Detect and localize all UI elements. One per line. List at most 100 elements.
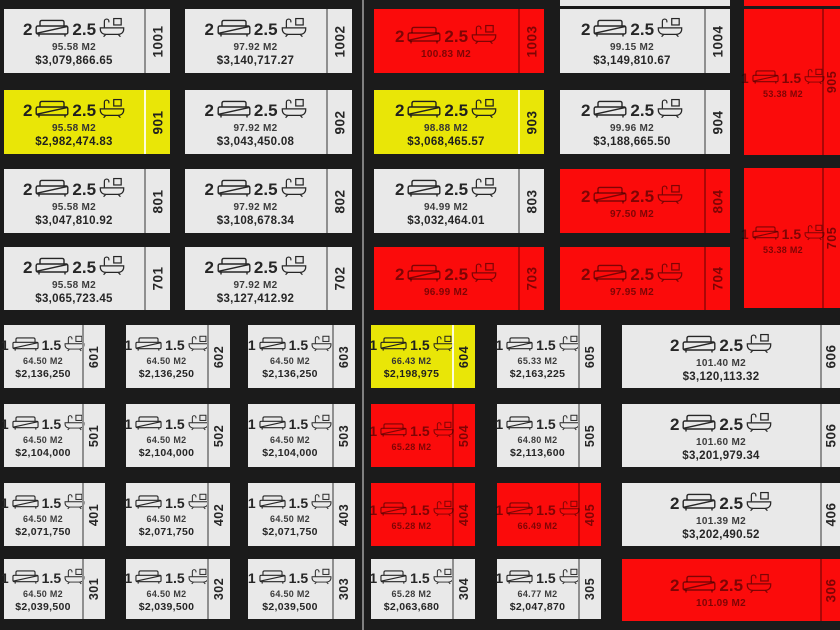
unit-cell-705[interactable]: 1 1.5 53.38 M2 705 (741, 168, 840, 308)
bedrooms-count: 1 (247, 495, 256, 511)
unit-area: 65.28 M2 (391, 521, 432, 531)
unit-cell-604[interactable]: 1 1.5 66.43 M2 $2,198,975 604 (369, 325, 475, 388)
bedrooms-count: 2 (669, 493, 680, 513)
unit-cell-804[interactable]: 2 2.5 97.50 M2 804 (560, 169, 730, 233)
unit-number-strip: 504 (452, 404, 475, 467)
unit-info: 2 2.5 101.40 M2 $3,120,113.32 (622, 325, 820, 388)
unit-cell-602[interactable]: 1 1.5 64.50 M2 $2,136,250 602 (124, 325, 230, 388)
unit-cell-701[interactable]: 2 2.5 95.58 M2 $3,065,723.45 701 (4, 247, 170, 310)
unit-cell-905[interactable]: 1 1.5 53.38 M2 905 (741, 9, 840, 155)
unit-cell-304[interactable]: 1 1.5 65.28 M2 $2,063,680 304 (369, 559, 475, 619)
unit-cell-605[interactable]: 1 1.5 65.33 M2 $2,163,225 605 (495, 325, 601, 388)
unit-price: $2,071,750 (262, 526, 318, 538)
unit-info: 2 2.5 100.83 M2 (374, 9, 518, 73)
unit-cell-1003[interactable]: 2 2.5 100.83 M2 1003 (374, 9, 544, 73)
bed-icon (12, 494, 39, 510)
bedrooms-count: 2 (580, 101, 591, 120)
bath-icon (188, 491, 209, 510)
unit-price: $2,071,750 (138, 526, 195, 538)
unit-cell-306[interactable]: 2 2.5 101.09 M2 306 (622, 559, 840, 621)
unit-cell-1001[interactable]: 2 2.5 95.58 M2 $3,079,866.65 1001 (4, 9, 170, 73)
unit-price: $2,063,680 (383, 600, 440, 613)
unit-number: 701 (150, 266, 166, 291)
unit-cell-305[interactable]: 1 1.5 64.77 M2 $2,047,870 305 (495, 559, 601, 619)
unit-number-strip: 601 (82, 325, 105, 388)
bedrooms-count: 2 (204, 101, 214, 120)
unit-cell-404[interactable]: 1 1.5 65.28 M2 404 (369, 483, 475, 546)
unit-cell-603[interactable]: 1 1.5 64.50 M2 $2,136,250 603 (248, 325, 355, 388)
bath-icon (281, 15, 307, 38)
unit-area: 64.50 M2 (146, 435, 187, 445)
unit-cell-1004[interactable]: 2 2.5 99.15 M2 $3,149,810.67 1004 (560, 9, 730, 73)
bed-icon (35, 178, 69, 198)
unit-cell-505[interactable]: 1 1.5 64.80 M2 $2,113,600 505 (495, 404, 601, 467)
unit-cell-903[interactable]: 2 2.5 98.88 M2 $3,068,465.57 903 (374, 90, 544, 154)
unit-number-strip: 304 (452, 559, 475, 619)
unit-cell-803[interactable]: 2 2.5 94.99 M2 $3,032,464.01 803 (374, 169, 544, 233)
unit-cell-501[interactable]: 1 1.5 64.50 M2 $2,104,000 501 (1, 404, 105, 467)
bedrooms-count: 2 (580, 20, 591, 39)
unit-info: 1 1.5 53.38 M2 (741, 9, 825, 155)
bedrooms-count: 1 (0, 495, 9, 511)
unit-cell-1002[interactable]: 2 2.5 97.92 M2 $3,140,717.27 1002 (185, 9, 352, 73)
unit-cell-302[interactable]: 1 1.5 64.50 M2 $2,039,500 302 (124, 559, 230, 619)
unit-info: 2 2.5 95.58 M2 $3,065,723.45 (4, 247, 144, 310)
unit-cell-401[interactable]: 1 1.5 64.50 M2 $2,071,750 401 (0, 483, 105, 546)
unit-number: 801 (150, 188, 166, 214)
bed-icon (682, 574, 716, 594)
unit-cell-901[interactable]: 2 2.5 95.58 M2 $2,982,474.83 901 (4, 90, 170, 154)
bed-icon (217, 99, 251, 119)
unit-cell-802[interactable]: 2 2.5 97.92 M2 $3,108,678.34 802 (185, 169, 352, 233)
unit-area: 96.99 M2 (423, 286, 469, 298)
unit-price: $3,065,723.45 (35, 292, 113, 305)
unit-cell-303[interactable]: 1 1.5 64.50 M2 $2,039,500 303 (248, 559, 355, 619)
unit-area: 97.95 M2 (609, 286, 655, 298)
bath-icon (281, 96, 307, 119)
unit-cell-405[interactable]: 1 1.5 66.49 M2 405 (495, 483, 601, 546)
bed-bath-row: 1 1.5 (124, 566, 209, 585)
bedrooms-count: 1 (247, 569, 256, 586)
unit-cell-406[interactable]: 2 2.5 101.39 M2 $3,202,490.52 406 (622, 483, 840, 546)
unit-info: 1 1.5 64.50 M2 $2,104,000 (248, 404, 332, 467)
unit-area: 64.50 M2 (270, 356, 310, 366)
unit-number-strip: 501 (82, 404, 105, 467)
unit-cell-504[interactable]: 1 1.5 65.28 M2 504 (369, 404, 475, 467)
unit-number: 602 (212, 345, 227, 368)
unit-area: 64.50 M2 (270, 588, 310, 599)
unit-area: 101.40 M2 (696, 357, 746, 369)
unit-price: $3,108,678.34 (216, 215, 295, 227)
bath-icon (99, 15, 125, 38)
unit-cell-606[interactable]: 2 2.5 101.40 M2 $3,120,113.32 606 (622, 325, 840, 388)
bath-icon (657, 182, 683, 205)
bed-icon (35, 18, 69, 38)
bath-icon (746, 571, 772, 594)
unit-info: 1 1.5 64.50 M2 $2,071,750 (124, 483, 209, 546)
unit-area: 95.58 M2 (51, 42, 97, 53)
bath-icon (471, 22, 497, 45)
unit-number-strip: 503 (332, 404, 355, 467)
unit-cell-601[interactable]: 1 1.5 64.50 M2 $2,136,250 601 (1, 325, 105, 388)
unit-number: 1003 (524, 24, 540, 58)
unit-cell-703[interactable]: 2 2.5 96.99 M2 703 (374, 247, 544, 310)
unit-number: 903 (524, 109, 540, 135)
unit-cell-502[interactable]: 1 1.5 64.50 M2 $2,104,000 502 (124, 404, 230, 467)
unit-number-strip: 1004 (704, 9, 730, 73)
unit-cell-704[interactable]: 2 2.5 97.95 M2 704 (560, 247, 730, 310)
unit-cell-506[interactable]: 2 2.5 101.60 M2 $3,201,979.34 506 (622, 404, 840, 467)
unit-number: 703 (524, 266, 540, 291)
unit-cell-702[interactable]: 2 2.5 97.92 M2 $3,127,412.92 702 (185, 247, 352, 310)
unit-cell-503[interactable]: 1 1.5 64.50 M2 $2,104,000 503 (248, 404, 355, 467)
unit-cell-902[interactable]: 2 2.5 97.92 M2 $3,043,450.08 902 (185, 90, 352, 154)
unit-number: 902 (332, 109, 348, 135)
unit-price: $2,039,500 (15, 600, 71, 613)
bathrooms-count: 1.5 (410, 337, 430, 353)
bathrooms-count: 1.5 (536, 502, 556, 518)
unit-cell-904[interactable]: 2 2.5 99.96 M2 $3,188,665.50 904 (560, 90, 730, 154)
unit-cell-301[interactable]: 1 1.5 64.50 M2 $2,039,500 301 (1, 559, 105, 619)
unit-info: 1 1.5 64.50 M2 $2,071,750 (0, 483, 85, 546)
unit-info: 1 1.5 64.50 M2 $2,039,500 (124, 559, 209, 619)
unit-number: 1004 (710, 24, 726, 58)
unit-cell-801[interactable]: 2 2.5 95.58 M2 $3,047,810.92 801 (4, 169, 170, 233)
unit-cell-402[interactable]: 1 1.5 64.50 M2 $2,071,750 402 (124, 483, 230, 546)
unit-cell-403[interactable]: 1 1.5 64.50 M2 $2,071,750 403 (248, 483, 355, 546)
